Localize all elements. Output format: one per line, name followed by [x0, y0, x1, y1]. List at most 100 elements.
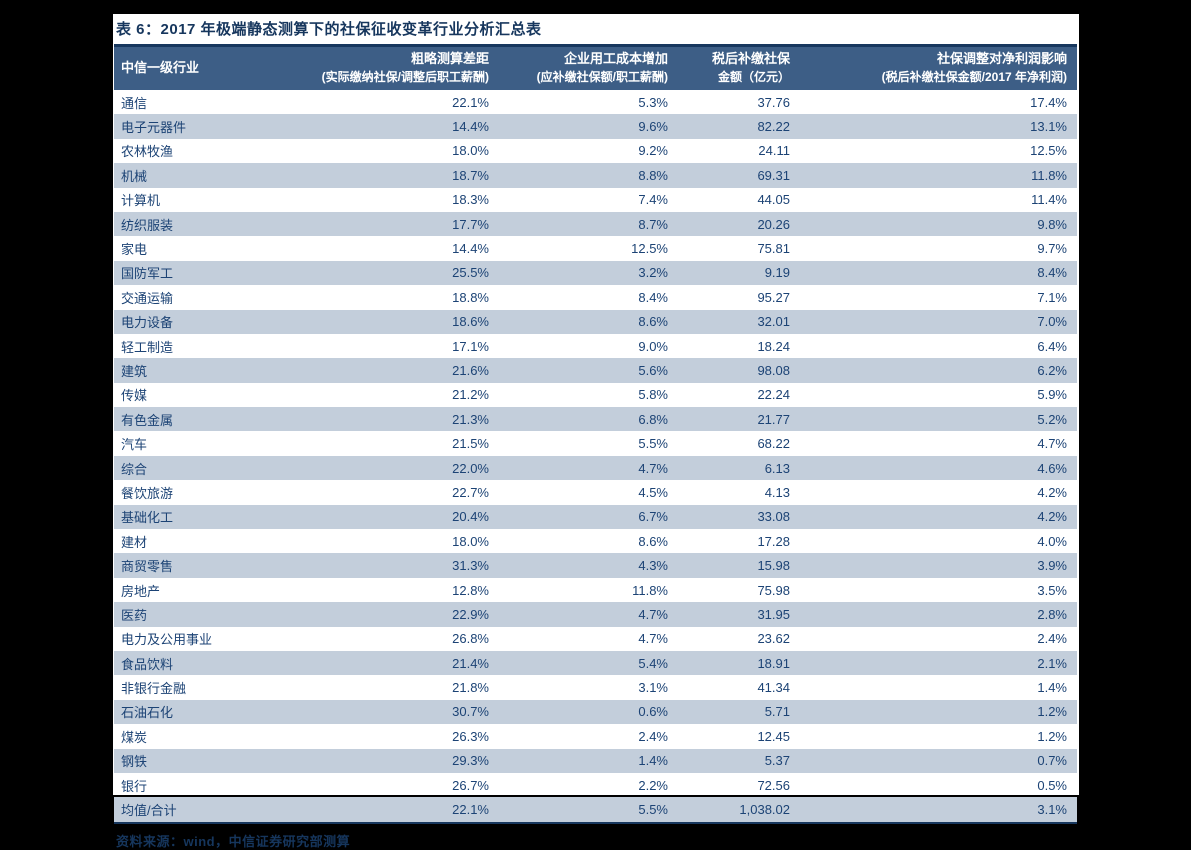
cell-industry: 餐饮旅游 [121, 485, 174, 501]
cell-industry: 银行 [121, 778, 148, 794]
cell-gap: 21.2% [452, 387, 489, 403]
report-table-panel: 表 6：2017 年极端静态测算下的社保征收变革行业分析汇总表 中信一级行业 粗… [113, 14, 1079, 849]
table-row: 传媒 21.2% 5.8% 22.24 5.9% [114, 383, 1077, 407]
table-row: 基础化工 20.4% 6.7% 33.08 4.2% [114, 504, 1077, 530]
cell-labor-cost: 2.2% [638, 777, 668, 793]
cell-amount: 5.71 [764, 704, 790, 720]
cell-gap: 26.8% [452, 631, 489, 647]
table-row: 煤炭 26.3% 2.4% 12.45 1.2% [114, 724, 1077, 748]
cell-gap: 18.8% [452, 289, 489, 305]
table-row: 有色金属 21.3% 6.8% 21.77 5.2% [114, 407, 1077, 432]
cell-amount: 1,038.02 [739, 802, 790, 818]
cell-gap: 22.7% [452, 484, 489, 500]
cell-gap: 18.0% [452, 143, 489, 159]
table-row: 建筑 21.6% 5.6% 98.08 6.2% [114, 358, 1077, 383]
cell-industry: 医药 [121, 607, 148, 623]
header-amount-label: 税后补缴社保 [711, 51, 790, 66]
cell-industry: 计算机 [121, 193, 161, 209]
cell-amount: 75.81 [757, 241, 790, 257]
cell-gap: 25.5% [452, 265, 489, 281]
cell-amount: 72.56 [757, 777, 790, 793]
cell-labor-cost: 8.6% [638, 533, 668, 549]
cell-profit-impact: 2.1% [1037, 655, 1067, 671]
cell-labor-cost: 5.3% [638, 94, 668, 110]
cell-gap: 17.7% [452, 216, 489, 232]
cell-amount: 24.11 [758, 143, 790, 159]
cell-gap: 21.5% [452, 436, 489, 452]
table-row: 国防军工 25.5% 3.2% 9.19 8.4% [114, 260, 1077, 286]
table-row: 机械 18.7% 8.8% 69.31 11.8% [114, 163, 1077, 188]
cell-profit-impact: 13.1% [1030, 119, 1067, 135]
cell-amount: 69.31 [757, 167, 790, 183]
cell-profit-impact: 3.9% [1037, 558, 1067, 574]
header-row: 中信一级行业 粗略测算差距 (实际缴纳社保/调整后职工薪酬) 企业用工成本增加 … [114, 44, 1077, 90]
cell-profit-impact: 6.2% [1037, 362, 1067, 378]
cell-industry: 食品饮料 [121, 656, 174, 672]
table-row: 建材 18.0% 8.6% 17.28 4.0% [114, 529, 1077, 553]
cell-amount: 31.95 [757, 606, 790, 622]
cell-gap: 18.7% [452, 167, 489, 183]
cell-amount: 82.22 [757, 119, 790, 135]
table-row: 房地产 12.8% 11.8% 75.98 3.5% [114, 578, 1077, 602]
cell-labor-cost: 8.4% [638, 289, 668, 305]
cell-amount: 18.91 [757, 655, 790, 671]
cell-profit-impact: 4.7% [1037, 436, 1067, 452]
table-body: 通信 22.1% 5.3% 37.76 17.4% 电子元器件 14.4% 9.6% 82.22… [114, 90, 1077, 823]
cell-labor-cost: 4.7% [638, 631, 668, 647]
cell-profit-impact: 5.9% [1037, 387, 1067, 403]
table-row: 汽车 21.5% 5.5% 68.22 4.7% [114, 431, 1077, 455]
cell-gap: 22.1% [452, 802, 489, 818]
cell-industry: 基础化工 [121, 510, 174, 526]
cell-labor-cost: 5.4% [638, 655, 668, 671]
cell-labor-cost: 12.5% [631, 241, 668, 257]
cell-profit-impact: 3.1% [1037, 802, 1067, 818]
cell-gap: 18.0% [452, 533, 489, 549]
header-labor-cost-sublabel: (应补缴社保额/职工薪酬) [536, 70, 668, 84]
cell-profit-impact: 6.4% [1037, 338, 1067, 354]
cell-amount: 22.24 [757, 387, 790, 403]
cell-labor-cost: 0.6% [638, 704, 668, 720]
cell-gap: 12.8% [452, 582, 489, 598]
cell-industry: 均值/合计 [121, 803, 177, 819]
cell-profit-impact: 4.6% [1037, 460, 1067, 476]
cell-profit-impact: 9.8% [1037, 216, 1067, 232]
cell-gap: 18.3% [452, 192, 489, 208]
cell-gap: 22.9% [452, 606, 489, 622]
table-row: 电子元器件 14.4% 9.6% 82.22 13.1% [114, 114, 1077, 139]
cell-gap: 22.0% [452, 460, 489, 476]
header-amount: 税后补缴社保 金额（亿元） [672, 44, 794, 90]
cell-profit-impact: 4.0% [1037, 533, 1067, 549]
table-row: 通信 22.1% 5.3% 37.76 17.4% [114, 90, 1077, 114]
cell-labor-cost: 6.8% [638, 411, 668, 427]
cell-amount: 15.98 [757, 558, 790, 574]
cell-labor-cost: 8.6% [638, 314, 668, 330]
cell-industry: 钢铁 [121, 754, 148, 770]
table-title: 表 6：2017 年极端静态测算下的社保征收变革行业分析汇总表 [116, 21, 542, 38]
cell-profit-impact: 11.4% [1031, 192, 1067, 208]
cell-amount: 17.28 [757, 533, 790, 549]
cell-gap: 26.3% [452, 728, 489, 744]
cell-industry: 机械 [121, 168, 148, 184]
cell-labor-cost: 1.4% [638, 753, 668, 769]
cell-industry: 纺织服装 [121, 217, 174, 233]
table-header: 中信一级行业 粗略测算差距 (实际缴纳社保/调整后职工薪酬) 企业用工成本增加 … [114, 44, 1077, 90]
cell-labor-cost: 8.7% [638, 216, 668, 232]
cell-industry: 传媒 [121, 388, 148, 404]
table-row: 计算机 18.3% 7.4% 44.05 11.4% [114, 188, 1077, 212]
cell-amount: 44.05 [757, 192, 790, 208]
cell-amount: 20.26 [757, 216, 790, 232]
table-row: 医药 22.9% 4.7% 31.95 2.8% [114, 602, 1077, 627]
cell-industry: 房地产 [121, 583, 161, 599]
cell-amount: 68.22 [757, 436, 790, 452]
header-labor-cost: 企业用工成本增加 (应补缴社保额/职工薪酬) [491, 44, 672, 90]
cell-profit-impact: 17.4% [1030, 94, 1067, 110]
cell-profit-impact: 1.2% [1037, 704, 1067, 720]
cell-industry: 交通运输 [121, 290, 174, 306]
header-gap-label: 粗略测算差距 [410, 51, 489, 66]
table-row: 石油石化 30.7% 0.6% 5.71 1.2% [114, 699, 1077, 725]
header-industry-label: 中信一级行业 [121, 60, 200, 75]
cell-industry: 轻工制造 [121, 339, 174, 355]
cell-gap: 18.6% [452, 314, 489, 330]
cell-industry: 农林牧渔 [121, 144, 174, 160]
cell-industry: 煤炭 [121, 729, 148, 745]
